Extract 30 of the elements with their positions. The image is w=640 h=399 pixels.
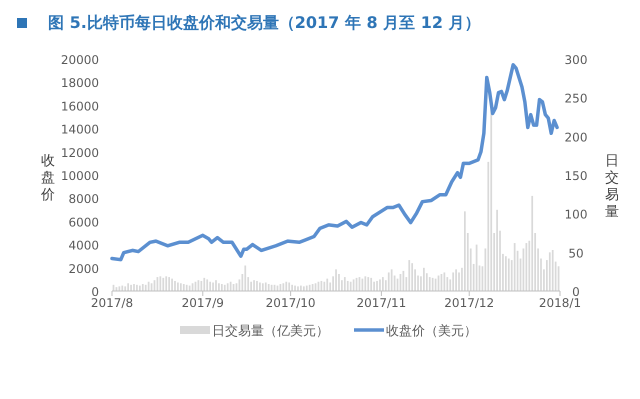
y-tick-label: 2000 [68,262,99,276]
y2-tick-label: 250 [564,92,588,106]
y2-tick-label: 50 [568,246,584,260]
y-tick-label: 14000 [60,122,99,137]
y-tick-label: 4000 [68,238,99,253]
y-tick-label: 0 [91,285,99,299]
y-tick-label: 18000 [60,76,99,90]
x-tick-label: 2017/8 [90,296,134,310]
x-tick-label: 2017/11 [356,296,406,310]
x-tick-label: 2017/9 [182,296,224,310]
y2-tick-label: 100 [564,208,588,222]
y-tick-label: 8000 [68,192,99,206]
y2-tick-label: 0 [572,285,580,299]
y-axis-title: 收盘价 [40,153,55,203]
x-tick-label: 2017/12 [444,296,494,310]
y2-tick-label: 300 [564,53,588,67]
y-tick-label: 10000 [60,169,99,183]
y-tick-label: 6000 [68,215,99,230]
y-tick-label: 20000 [60,53,99,67]
y2-axis-title: 日交易量 [605,153,619,220]
legend-label: 日交易量（亿美元） [212,323,329,339]
x-tick-label: 2018/1 [538,296,582,310]
line-series [110,63,559,262]
x-tick-label: 2017/10 [266,296,316,310]
y-tick-label: 16000 [60,99,99,114]
y2-tick-label: 150 [564,169,588,183]
y2-tick-label: 200 [564,130,588,144]
chart-title: 图 5.比特币每日收盘价和交易量（2017 年 8 月至 12 月） [48,13,481,32]
legend-label: 收盘价（美元） [386,323,477,339]
y-tick-label: 12000 [60,146,99,160]
